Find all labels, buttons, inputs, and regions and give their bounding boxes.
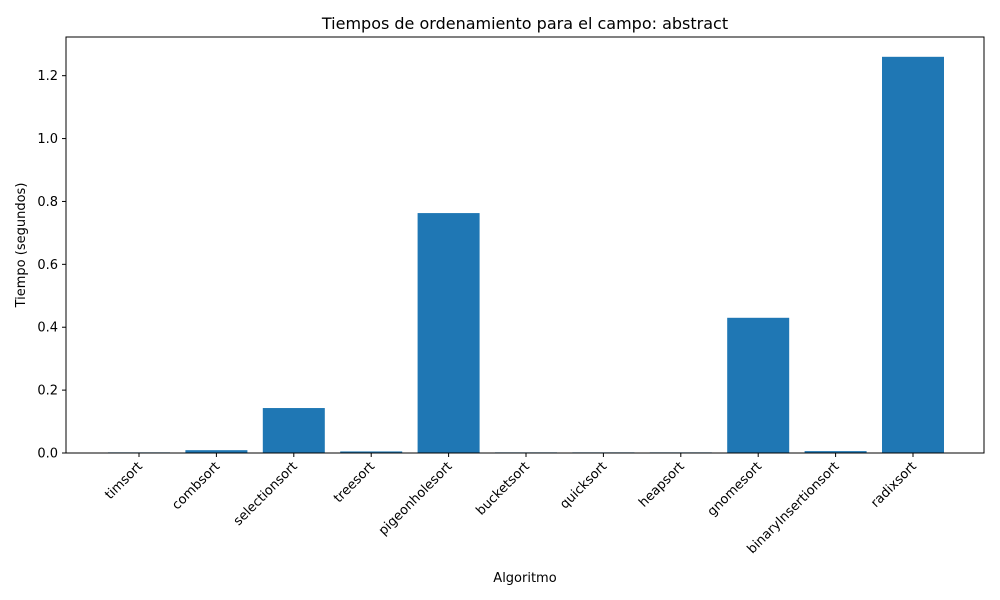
- bar-gnomesort: [727, 317, 790, 453]
- bar-combsort: [185, 450, 248, 453]
- y-tick-label: 1.2: [37, 69, 58, 84]
- x-axis-label: Algoritmo: [493, 571, 556, 586]
- chart-title: Tiempos de ordenamiento para el campo: a…: [321, 14, 728, 33]
- bars-group: [108, 56, 944, 454]
- y-tick-label: 0.2: [37, 384, 58, 399]
- plot-frame: [65, 36, 985, 454]
- y-axis: 0.0 0.2 0.4 0.6 0.8 1.0 1.2: [37, 69, 66, 462]
- x-tick-label: combsort: [169, 459, 223, 513]
- bar-radixsort: [882, 56, 944, 454]
- bar-pigeonholesort: [417, 213, 480, 453]
- y-axis-label: Tiempo (segundos): [14, 183, 29, 309]
- x-tick-label: quicksort: [557, 459, 610, 512]
- bar-binaryInsertionsort: [804, 451, 867, 453]
- x-tick-label: treesort: [331, 459, 378, 506]
- x-tick-label: pigeonholesort: [376, 459, 455, 538]
- x-tick-label: heapsort: [636, 459, 687, 510]
- x-tick-label: radixsort: [868, 459, 920, 511]
- x-tick-label: selectionsort: [231, 459, 301, 529]
- y-tick-label: 0.8: [37, 195, 58, 210]
- x-axis: timsort combsort selectionsort treesortpige…: [102, 453, 920, 557]
- bar-selectionsort: [262, 408, 325, 453]
- x-tick-label: bucketsort: [473, 459, 532, 518]
- y-tick-label: 0.0: [37, 447, 58, 462]
- x-tick-label: timsort: [102, 459, 146, 503]
- bar-treesort: [340, 451, 403, 453]
- y-tick-label: 1.0: [37, 132, 58, 147]
- y-tick-label: 0.4: [37, 321, 58, 336]
- y-tick-label: 0.6: [37, 258, 58, 273]
- x-tick-label: gnomesort: [705, 459, 765, 519]
